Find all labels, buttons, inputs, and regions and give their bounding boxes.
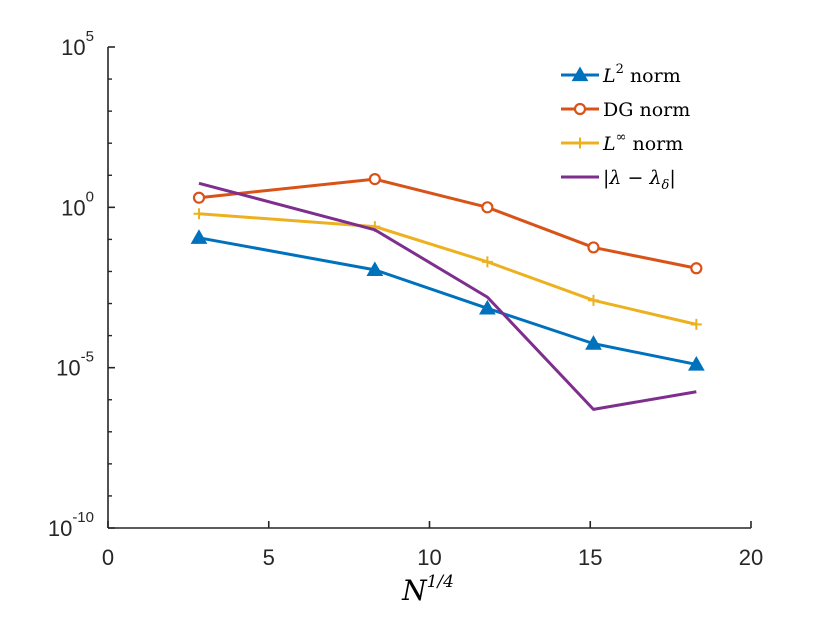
legend-math: |λ − λ: [603, 167, 661, 189]
legend-label: L2 norm: [602, 62, 681, 87]
legend-label: |λ − λδ|: [603, 167, 676, 193]
y-tick-base: 10: [61, 35, 85, 60]
y-tick-label: 100: [61, 188, 94, 220]
legend-text: DG norm: [603, 99, 690, 121]
y-tick-label: 10-5: [56, 349, 94, 381]
data-point-circle: [573, 102, 587, 116]
legend-superscript: 2: [616, 62, 624, 77]
series-line: [198, 212, 697, 326]
x-tick-label: 20: [739, 545, 763, 570]
data-point-plus: [574, 137, 586, 149]
legend-entry-3: L∞ norm: [561, 130, 683, 155]
series-layer: [190, 173, 705, 411]
data-point-triangle: [366, 261, 384, 276]
legend-superscript: ∞: [616, 130, 627, 145]
series-line: [198, 181, 697, 411]
data-point-circle: [192, 191, 206, 204]
legend-subscript: δ: [661, 178, 669, 193]
y-tick-base: 10: [56, 356, 80, 381]
data-point-circle: [690, 262, 703, 275]
series-line: [198, 177, 697, 270]
y-tick-exponent: -5: [81, 349, 94, 366]
data-point-circle: [587, 241, 600, 254]
x-tick-label: 0: [102, 545, 114, 570]
x-tick-label: 15: [578, 545, 602, 570]
series-4: [198, 181, 697, 411]
data-point-plus: [193, 208, 205, 220]
data-point-plus: [481, 256, 493, 268]
x-axis-title-base: N: [401, 574, 428, 607]
y-tick-exponent: 0: [86, 188, 94, 205]
legend-text: norm: [626, 133, 683, 155]
y-tick-label: 10-10: [48, 509, 94, 541]
x-tick-label: 5: [263, 545, 275, 570]
series-1: [190, 229, 705, 371]
y-tick-base: 10: [48, 516, 72, 541]
legend-math: L: [602, 133, 616, 155]
data-point-triangle: [687, 355, 705, 371]
data-point-circle: [368, 173, 381, 186]
series-3: [193, 208, 702, 330]
data-point-plus: [690, 318, 702, 330]
legend-label: L∞ norm: [602, 130, 683, 155]
x-tick-label: 10: [417, 545, 441, 570]
x-axis-title-superscript: 1/4: [427, 572, 454, 592]
legend-math: L: [602, 65, 616, 87]
y-tick-base: 10: [61, 195, 85, 220]
data-point-triangle: [190, 229, 208, 244]
legend-label: DG norm: [603, 99, 690, 121]
data-point-circle: [481, 201, 494, 214]
data-point-triangle: [479, 299, 496, 315]
legend-entry-1: L2 norm: [561, 62, 681, 87]
legend-entry-4: |λ − λδ|: [561, 167, 676, 193]
legend-entry-2: DG norm: [561, 99, 690, 121]
series-line: [198, 236, 697, 366]
data-point-triangle: [571, 66, 589, 82]
y-tick-exponent: 5: [86, 28, 94, 45]
y-tick-exponent: -10: [72, 509, 94, 526]
data-point-plus: [587, 294, 599, 306]
legend-tail: |: [669, 167, 675, 189]
data-point-triangle: [585, 335, 602, 350]
series-2: [192, 173, 703, 275]
x-axis-label: N1/4: [401, 572, 454, 607]
legend-text: norm: [624, 65, 681, 87]
y-tick-label: 105: [61, 28, 94, 60]
x-axis-title: N1/4: [401, 572, 454, 607]
